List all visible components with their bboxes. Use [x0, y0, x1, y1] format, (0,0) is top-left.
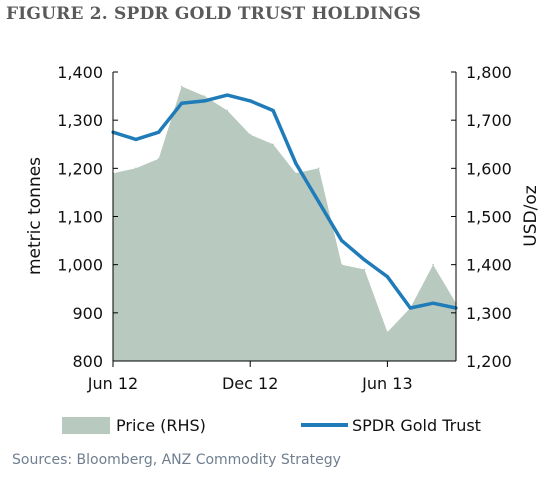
spdr-point	[225, 93, 229, 97]
price-point	[226, 109, 229, 112]
price-point	[295, 172, 297, 174]
price-point	[386, 331, 389, 333]
price-area	[113, 86, 456, 362]
chart: 800 900 1,000 1,100 1,200 1,300 1,400 1,200 1,3…	[25, 63, 541, 435]
price-point	[272, 143, 274, 146]
left-axis-ticks: 800 900 1,000 1,100 1,200 1,300 1,400	[57, 63, 118, 371]
spdr-point	[385, 275, 389, 279]
right-tick-label: 1,500	[466, 208, 512, 227]
figure-title: FIGURE 2. SPDR GOLD TRUST HOLDINGS	[6, 4, 421, 24]
left-tick-label: 800	[72, 352, 103, 371]
source-note: Sources: Bloomberg, ANZ Commodity Strate…	[12, 452, 341, 468]
right-tick-label: 1,300	[466, 304, 512, 323]
right-axis-ticks: 1,200 1,300 1,400 1,500 1,600 1,700 1,800	[451, 63, 512, 371]
spdr-point	[248, 99, 252, 103]
left-tick-label: 1,300	[57, 111, 103, 130]
y-axis-right-label: USD/oz	[521, 185, 541, 246]
price-point	[363, 268, 366, 271]
spdr-point	[431, 301, 435, 305]
price-point	[249, 133, 251, 136]
spdr-point	[202, 99, 207, 103]
spdr-point	[317, 200, 321, 204]
left-tick-label: 1,100	[57, 208, 103, 227]
right-tick-label: 1,800	[466, 63, 512, 82]
legend-label-spdr: SPDR Gold Trust	[352, 416, 481, 435]
spdr-line	[112, 93, 457, 310]
x-tick-label: Jun 13	[361, 374, 412, 393]
spdr-point	[180, 101, 184, 105]
price-point	[318, 167, 320, 170]
right-tick-label: 1,700	[466, 111, 512, 130]
spdr-point	[408, 306, 412, 310]
x-tick-label: Jun 12	[87, 374, 138, 393]
spdr-point	[157, 130, 161, 134]
right-tick-label: 1,200	[466, 352, 512, 371]
left-tick-label: 1,200	[57, 159, 103, 178]
right-tick-label: 1,600	[466, 159, 512, 178]
plot-area	[111, 85, 458, 362]
spdr-point	[271, 108, 275, 113]
price-point	[180, 85, 183, 88]
spdr-point	[362, 258, 367, 262]
spdr-point	[294, 161, 298, 166]
legend: Price (RHS) SPDR Gold Trust	[62, 416, 481, 435]
price-point	[157, 157, 160, 160]
price-point	[203, 95, 206, 97]
left-tick-label: 1,400	[57, 63, 103, 82]
spdr-point	[134, 137, 138, 142]
price-point	[135, 167, 137, 170]
price-point	[340, 263, 343, 266]
x-tick-label: Dec 12	[222, 374, 278, 393]
y-axis-left-label: metric tonnes	[25, 157, 45, 275]
left-tick-label: 1,000	[57, 256, 103, 275]
x-axis-ticks: Jun 12 Dec 12 Jun 13	[87, 361, 413, 393]
left-tick-label: 900	[72, 304, 103, 323]
price-point	[432, 263, 434, 266]
legend-label-price: Price (RHS)	[116, 416, 206, 435]
right-tick-label: 1,400	[466, 256, 512, 275]
spdr-point	[340, 238, 344, 243]
legend-swatch-price	[62, 417, 110, 434]
